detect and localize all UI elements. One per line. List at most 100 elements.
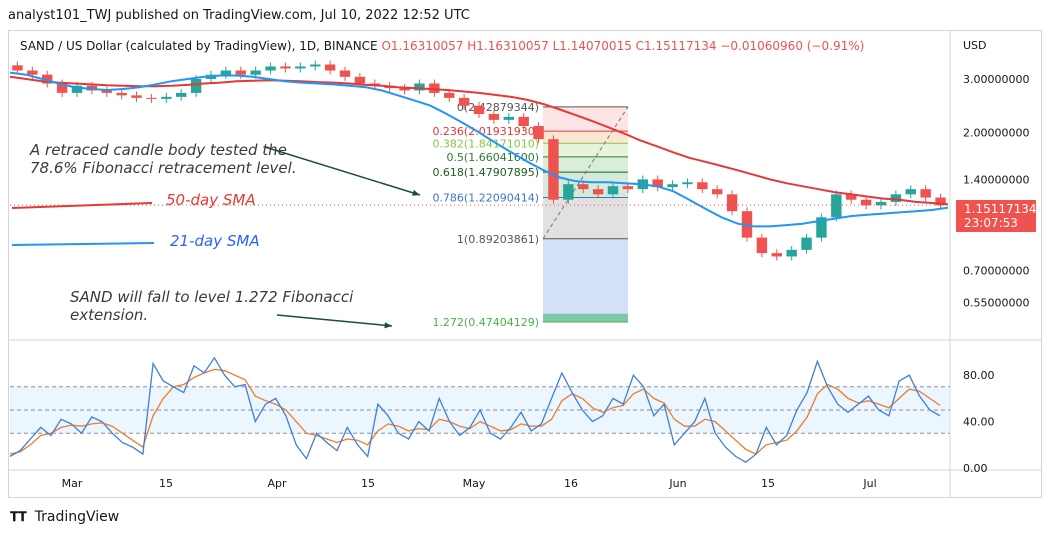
candle-body (101, 90, 112, 93)
rsi-axis-tick: 80.00 (963, 369, 995, 382)
symbol-name: SAND / US Dollar (calculated by TradingV… (20, 39, 378, 53)
fib-zone (543, 197, 628, 239)
sma50-line (9, 75, 949, 206)
fib-level-label: 0.786(1.22090414) (432, 191, 539, 204)
candle-body (220, 70, 232, 75)
fib-zone (543, 238, 628, 323)
rsi-axis-tick: 40.00 (963, 416, 995, 429)
candle-body (697, 182, 708, 190)
rsi-axis-tick: 0.00 (963, 462, 988, 475)
footer-brand[interactable]: TradingView (34, 509, 120, 525)
candle-body (27, 70, 38, 75)
rsi-line (9, 356, 941, 463)
candle-body (533, 125, 544, 140)
candle-body (310, 64, 321, 67)
time-axis-tick: Jun (668, 477, 686, 490)
candle-body (458, 97, 470, 106)
candle-body (578, 184, 589, 190)
candle-body (295, 66, 306, 69)
candle-body (786, 249, 797, 257)
candle-body (190, 79, 202, 93)
tradingview-logo-icon[interactable]: 𝐓𝐓 (10, 510, 27, 525)
candle-body (831, 194, 842, 218)
candle-body (250, 70, 261, 75)
candle-body (176, 92, 187, 97)
candle-body (399, 88, 410, 91)
sma50-legend-line (11, 202, 153, 209)
fib-level-label: 0.382(1.84171010) (432, 137, 539, 150)
time-axis-tick: 15 (159, 477, 173, 490)
candle-body (131, 95, 142, 98)
price-axis-tick: 0.55000000 (963, 296, 1029, 309)
candle-body (607, 186, 619, 195)
time-axis-tick: Apr (267, 477, 287, 490)
candle-body (473, 105, 485, 115)
annotation-extension-line2: extension. (70, 306, 149, 324)
fib-zone (543, 143, 628, 157)
candle-body (354, 76, 366, 84)
candle-body (860, 199, 872, 206)
price-axis-unit: USD (963, 39, 987, 52)
candle-body (622, 186, 634, 190)
annotation-retrace-line2: 78.6% Fibonacci retracement level. (30, 159, 297, 177)
price-axis-tick: 3.00000000 (963, 73, 1029, 86)
candle-body (846, 194, 857, 200)
candle-body (726, 194, 738, 212)
sma21-label: 21-day SMA (170, 232, 260, 250)
last-price-badge: 1.15117134 23:07:53 (956, 200, 1037, 232)
candle-body (56, 83, 68, 93)
annotation-arrow-retrace (264, 146, 421, 196)
candle-body (71, 85, 83, 93)
price-axis-tick: 1.40000000 (963, 173, 1029, 186)
candle-body (324, 64, 336, 71)
publish-bar: analyst101_TWJ published on TradingView.… (0, 0, 1049, 30)
annotation-arrow-retrace-head (412, 189, 420, 196)
candle-body (756, 237, 768, 254)
candle-body (429, 83, 440, 93)
candle-body (712, 189, 723, 195)
candle-body (265, 66, 276, 71)
fib-level-label: 1.272(0.47404129) (432, 316, 539, 329)
time-axis-tick: Mar (62, 477, 83, 490)
candle-body (503, 116, 514, 120)
rsi-ma-line (9, 368, 941, 455)
candle-body (548, 139, 559, 200)
ohlc-values: O1.16310057 H1.16310057 L1.14070015 C1.1… (381, 39, 865, 53)
footer: 𝐓𝐓 TradingView (10, 508, 119, 525)
sma21-line (9, 71, 949, 228)
candle-body (920, 189, 931, 198)
candle-body (518, 116, 529, 126)
time-axis-tick: 16 (564, 477, 578, 490)
candle-body (280, 66, 291, 69)
candle-body (592, 189, 604, 195)
candle-body (146, 97, 157, 99)
candle-body (488, 114, 500, 120)
candle-body (235, 70, 246, 75)
annotation-retrace-line1: A retraced candle body tested the (30, 141, 287, 159)
candle-body (42, 74, 53, 84)
candle-body (116, 92, 127, 96)
bar-countdown: 23:07:53 (964, 216, 1018, 230)
candle-body (444, 92, 455, 98)
fib-extension-zone (543, 313, 628, 322)
time-axis-tick: 15 (361, 477, 375, 490)
candle-body (875, 201, 887, 206)
candle-body (414, 83, 425, 91)
fib-trend-line (542, 106, 629, 240)
publish-info: analyst101_TWJ published on TradingView.… (8, 8, 470, 23)
candle-body (816, 217, 827, 238)
sma50-label: 50-day SMA (166, 191, 256, 209)
sma21-legend-line (11, 242, 155, 246)
annotation-arrow-extension-head (384, 322, 392, 329)
chart-frame (8, 30, 1042, 498)
fib-zone (543, 131, 628, 144)
annotation-extension-line1: SAND will fall to level 1.272 Fibonacci (70, 288, 354, 306)
candle-body (563, 184, 574, 200)
price-axis-tick: 2.00000000 (963, 126, 1029, 139)
candle-body (935, 197, 946, 206)
candle-body (12, 65, 23, 71)
time-axis-tick: 15 (761, 477, 775, 490)
fib-level-label: 1(0.89203861) (457, 233, 539, 246)
fib-level-label: 0.618(1.47907895) (432, 166, 539, 179)
